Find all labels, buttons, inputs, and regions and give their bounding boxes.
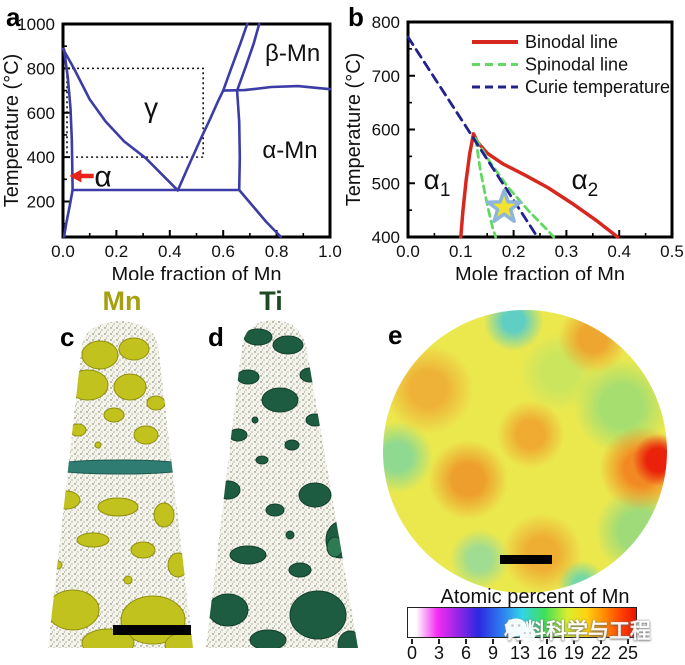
- y-tick-label: 500: [372, 174, 400, 193]
- colorbar-tick-mark: [519, 639, 521, 644]
- alpha-arrow-head: [69, 169, 82, 183]
- phase-label: α2: [571, 164, 598, 201]
- series-beta-mn-right-upper: [235, 22, 261, 92]
- x-tick-label: 0.6: [211, 242, 235, 261]
- mn-concentration-map: [383, 310, 667, 593]
- x-axis-label: Mole fraction of Mn: [455, 264, 625, 280]
- y-axis-label: Temperature (°C): [343, 53, 365, 207]
- legend-label: Binodal line: [525, 32, 618, 52]
- series-gamma-left-boundary: [61, 47, 180, 192]
- colorbar-tick-mark: [600, 639, 602, 644]
- phase-label: γ: [144, 92, 158, 123]
- colorbar-tick-label: 9: [487, 643, 498, 663]
- legend-label: Spinodal line: [525, 55, 628, 75]
- y-tick-label: 600: [372, 121, 400, 140]
- x-tick-label: 0.0: [396, 242, 420, 261]
- x-tick-label: 0.5: [660, 242, 684, 261]
- colorbar-tick-mark: [411, 639, 413, 644]
- x-axis-label: Mole fraction of Mn: [111, 264, 281, 280]
- colorbar-title: Atomic percent of Mn: [440, 586, 630, 608]
- panel-b-label: b: [348, 2, 364, 32]
- colorbar-tick-mark: [546, 639, 548, 644]
- series-gamma-right-boundary: [176, 89, 225, 192]
- panel-c-label: c: [60, 322, 75, 352]
- x-tick-label: 0.3: [555, 242, 579, 261]
- x-tick-label: 0.8: [265, 242, 289, 261]
- panel-d-label: d: [208, 322, 224, 352]
- y-tick-label: 700: [372, 67, 400, 86]
- series-curie-temperature: [406, 35, 539, 239]
- y-tick-label: 600: [27, 104, 55, 123]
- scale-bar-e: [500, 555, 552, 564]
- x-tick-label: 0.2: [105, 242, 129, 261]
- apt-reconstruction-ti: [206, 320, 358, 648]
- series-alpha-solvus-low: [62, 188, 74, 238]
- x-tick-label: 0.0: [51, 242, 75, 261]
- series-alpha-beta-boundary: [62, 48, 74, 192]
- phase-label: α: [94, 160, 111, 193]
- series-beta-alpha-mn-horizontal: [221, 84, 332, 92]
- colorbar-tick-label: 0: [406, 643, 417, 663]
- phase-label: α-Mn: [262, 137, 317, 164]
- composition-star-marker: [486, 188, 523, 223]
- colorbar-tick-mark: [465, 639, 467, 644]
- colorbar-tick-label: 16: [536, 643, 558, 663]
- colorbar-tick-mark: [492, 639, 494, 644]
- y-tick-label: 800: [372, 13, 400, 32]
- colorbar-tick-label: 13: [509, 643, 531, 663]
- colorbar-tick-mark: [573, 639, 575, 644]
- colorbar-tick-label: 22: [590, 643, 612, 663]
- colorbar-tick-label: 3: [433, 643, 444, 663]
- watermark: 材料科学与工程: [504, 615, 651, 645]
- x-tick-label: 0.4: [607, 242, 631, 261]
- teal-disc: [48, 459, 193, 475]
- colorbar-tick-label: 6: [460, 643, 471, 663]
- phase-label: β-Mn: [265, 40, 320, 67]
- ti-isosurface-title: Ti: [259, 286, 283, 316]
- y-tick-label: 400: [27, 148, 55, 167]
- dotted-region-box: [66, 67, 204, 158]
- watermark-text: 材料科学与工程: [504, 620, 651, 643]
- panel-e-label: e: [388, 320, 403, 350]
- x-tick-label: 1.0: [318, 242, 342, 261]
- colorbar-tick-mark: [627, 639, 629, 644]
- colorbar-tick-label: 25: [617, 643, 639, 663]
- miscibility-gap-chart: 0.0 0.1 0.2 0.3 0.4 0.5 400 500 600 700 800 Mole fr…: [343, 13, 684, 280]
- series-beta-mn-left-upper: [221, 22, 249, 92]
- y-tick-label: 800: [27, 59, 55, 78]
- wechat-icon: [505, 618, 536, 644]
- legend-label: Curie temperature: [525, 77, 670, 97]
- x-tick-label: 0.1: [449, 242, 473, 261]
- x-tick-label: 0.4: [158, 242, 182, 261]
- needle-silhouette: [206, 320, 358, 648]
- colorbar-tick-mark: [438, 639, 440, 644]
- panel-a-label: a: [6, 2, 21, 32]
- phase-label: α1: [424, 164, 451, 201]
- y-axis-label: Temperature (°C): [1, 54, 23, 208]
- mn-isosurface-title: Mn: [102, 286, 142, 316]
- colorbar-tick-label: 19: [563, 643, 585, 663]
- phase-diagram-chart: 0.0 0.2 0.4 0.6 0.8 1.0 200 400 600 800 1000 Mole f…: [1, 15, 342, 280]
- y-tick-label: 400: [372, 228, 400, 247]
- apt-reconstruction-mn: [48, 321, 193, 648]
- scale-bar-c: [113, 625, 191, 635]
- y-tick-label: 200: [27, 193, 55, 212]
- series-alpha-mn-left-vertical: [235, 89, 242, 192]
- series-low-temp-right-boundary: [237, 188, 282, 238]
- y-tick-label: 1000: [17, 15, 55, 34]
- series-binodal-line: [459, 132, 620, 239]
- x-tick-label: 0.2: [502, 242, 526, 261]
